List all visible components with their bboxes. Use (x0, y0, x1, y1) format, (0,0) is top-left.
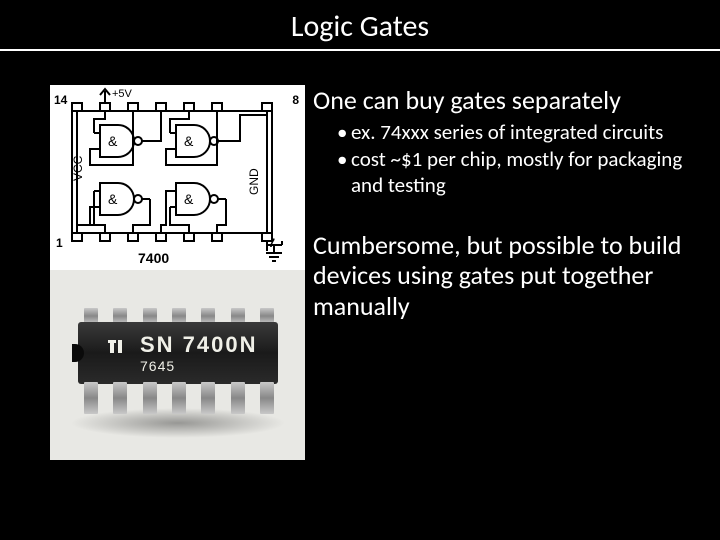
bullet-list: ex. 74xxx series of integrated circuits … (313, 120, 700, 198)
svg-text:&: & (184, 191, 194, 207)
chip-notch (72, 344, 84, 362)
schematic-diagram: 14 8 1 7 7400 (50, 85, 305, 270)
nand-gate-top-left: & (94, 125, 150, 157)
chip-part-number: SN 7400N (140, 332, 258, 358)
nand-gate-bot-right: & (170, 183, 226, 215)
slide-title: Logic Gates (0, 0, 720, 49)
chip-logo (106, 336, 130, 359)
chip-photo: SN 7400N 7645 (50, 270, 305, 460)
chip-datecode: 7645 (140, 358, 175, 374)
chip-pins-bottom (84, 382, 274, 414)
bullet-item: ex. 74xxx series of integrated circuits (337, 120, 700, 145)
content-row: 14 8 1 7 7400 (0, 51, 720, 460)
svg-text:&: & (108, 191, 118, 207)
nand-gate-bot-left: & (94, 183, 150, 215)
chip-body: SN 7400N 7645 (78, 322, 278, 384)
paragraph-cumbersome: Cumbersome, but possible to build device… (313, 230, 700, 322)
schematic-svg: +5V VCC GND (50, 85, 305, 270)
heading-buy-gates: One can buy gates separately (313, 85, 700, 116)
svg-text:&: & (108, 133, 118, 149)
supply-label: +5V (112, 88, 133, 100)
svg-text:&: & (184, 133, 194, 149)
gnd-label: GND (247, 168, 261, 195)
bullet-item: cost ~$1 per chip, mostly for packaging … (337, 147, 700, 197)
right-column: One can buy gates separately ex. 74xxx s… (305, 85, 720, 460)
left-column: 14 8 1 7 7400 (0, 85, 305, 460)
